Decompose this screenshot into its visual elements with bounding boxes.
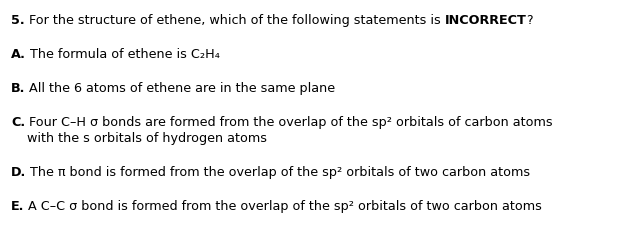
Text: E.: E. bbox=[11, 200, 25, 213]
Text: Four C–H σ bonds are formed from the overlap of the sp² orbitals of carbon atoms: Four C–H σ bonds are formed from the ove… bbox=[25, 116, 553, 129]
Text: The formula of ethene is C₂H₄: The formula of ethene is C₂H₄ bbox=[26, 48, 220, 61]
Text: The π bond is formed from the overlap of the sp² orbitals of two carbon atoms: The π bond is formed from the overlap of… bbox=[27, 166, 531, 179]
Text: with the s orbitals of hydrogen atoms: with the s orbitals of hydrogen atoms bbox=[11, 132, 267, 145]
Text: C.: C. bbox=[11, 116, 25, 129]
Text: INCORRECT: INCORRECT bbox=[444, 14, 526, 27]
Text: ?: ? bbox=[526, 14, 533, 27]
Text: A.: A. bbox=[11, 48, 26, 61]
Text: For the structure of ethene, which of the following statements is: For the structure of ethene, which of th… bbox=[25, 14, 444, 27]
Text: A C–C σ bond is formed from the overlap of the sp² orbitals of two carbon atoms: A C–C σ bond is formed from the overlap … bbox=[25, 200, 542, 213]
Text: 5.: 5. bbox=[11, 14, 25, 27]
Text: B.: B. bbox=[11, 82, 25, 95]
Text: D.: D. bbox=[11, 166, 27, 179]
Text: All the 6 atoms of ethene are in the same plane: All the 6 atoms of ethene are in the sam… bbox=[25, 82, 336, 95]
